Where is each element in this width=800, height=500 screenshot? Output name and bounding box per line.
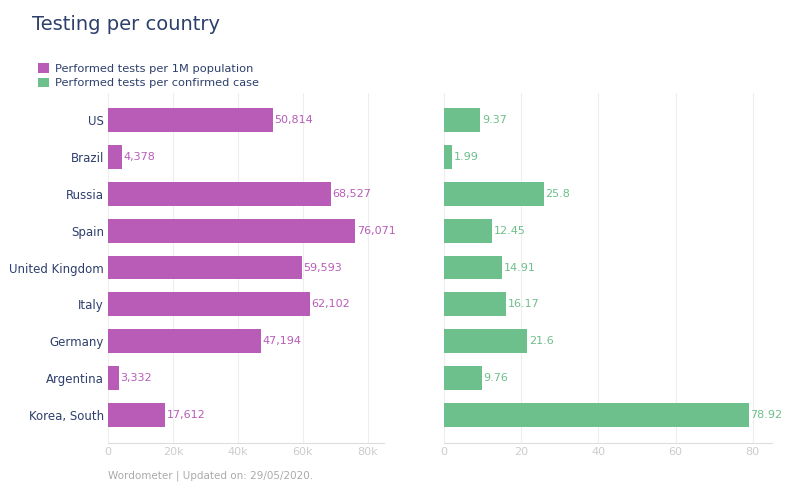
Bar [108,256,302,280]
Text: 47,194: 47,194 [263,336,302,346]
Text: 62,102: 62,102 [311,300,350,310]
Bar [444,182,543,206]
Text: 78.92: 78.92 [750,410,782,420]
Bar [108,182,330,206]
Text: 3,332: 3,332 [121,373,152,383]
Text: 16.17: 16.17 [508,300,540,310]
Text: 4,378: 4,378 [124,152,156,162]
Bar [444,329,527,353]
Bar [108,329,262,353]
Bar [108,219,355,242]
Bar [108,108,273,132]
Bar [108,402,165,426]
Text: 68,527: 68,527 [332,189,371,199]
Bar [444,108,480,132]
Text: 12.45: 12.45 [494,226,526,235]
Text: 50,814: 50,814 [274,116,314,126]
Bar [108,366,119,390]
Text: 9.37: 9.37 [482,116,507,126]
Legend: Performed tests per 1M population, Performed tests per confirmed case: Performed tests per 1M population, Perfo… [38,63,258,88]
Text: 14.91: 14.91 [503,262,535,272]
Text: Wordometer | Updated on: 29/05/2020.: Wordometer | Updated on: 29/05/2020. [108,470,313,481]
Text: 21.6: 21.6 [530,336,554,346]
Text: 9.76: 9.76 [483,373,509,383]
Text: 76,071: 76,071 [357,226,395,235]
Bar [444,256,502,280]
Bar [444,219,492,242]
Bar [444,292,506,316]
Bar [108,292,310,316]
Bar [444,366,482,390]
Text: Testing per country: Testing per country [32,15,220,34]
Text: 25.8: 25.8 [546,189,570,199]
Text: 1.99: 1.99 [454,152,478,162]
Text: 17,612: 17,612 [167,410,206,420]
Bar [108,145,122,169]
Bar [444,145,452,169]
Bar [444,402,749,426]
Text: 59,593: 59,593 [303,262,342,272]
